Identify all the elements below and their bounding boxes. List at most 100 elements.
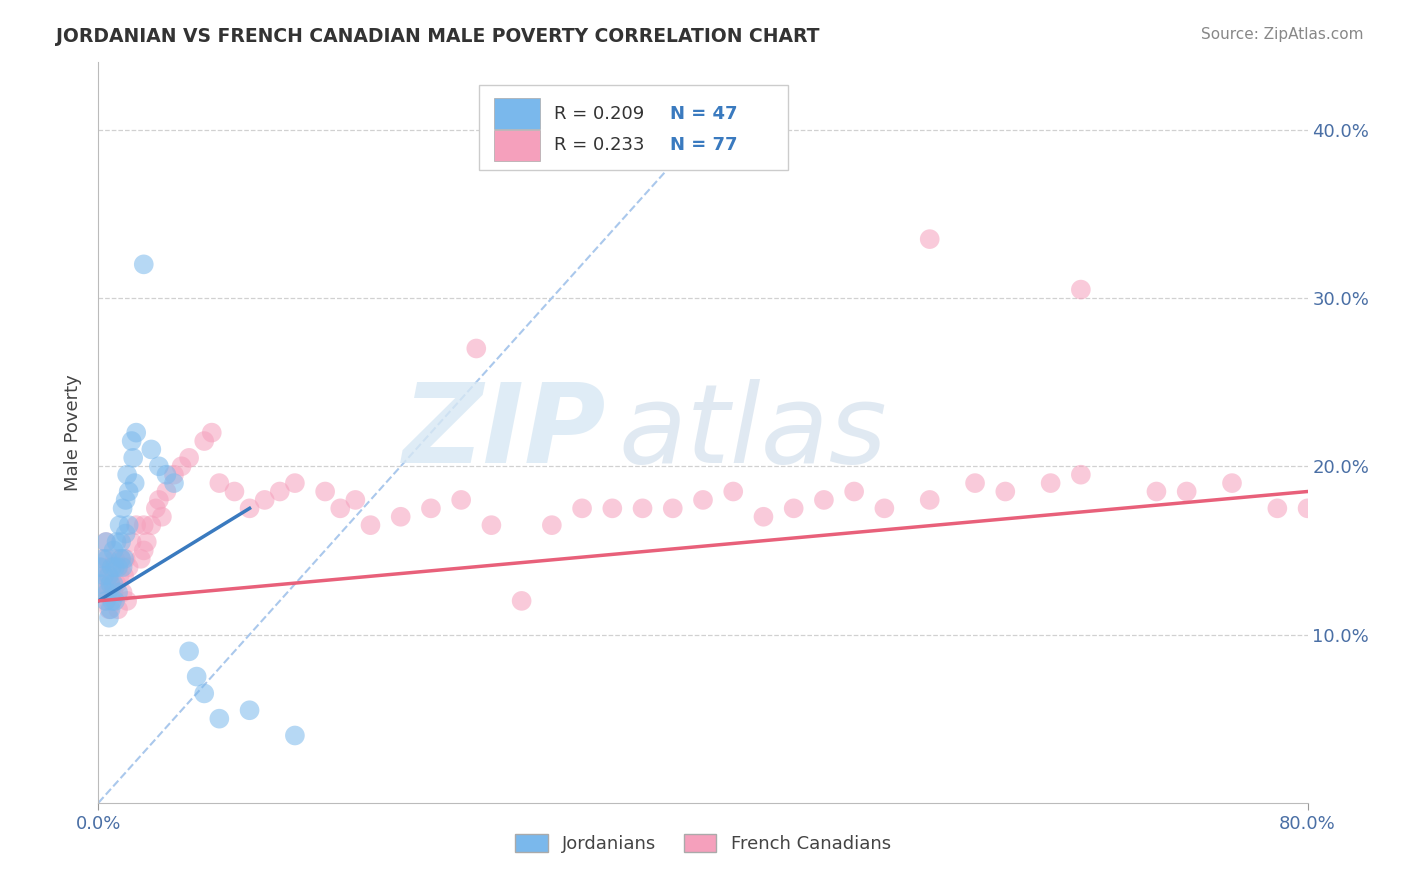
Point [90,577,112,591]
Point [1296,501,1319,516]
Point [1144,484,1167,499]
Point [101,560,124,574]
Point [118,484,141,499]
Point [125,425,148,440]
Point [107,602,129,616]
Point [104,551,127,566]
Point [1039,476,1062,491]
Point [208,712,231,726]
Point [89,560,111,574]
Point [540,518,562,533]
Point [752,509,775,524]
Point [844,484,866,499]
Point [201,425,224,440]
Point [122,450,145,465]
Point [1070,467,1092,482]
Point [873,501,896,516]
Point [155,484,177,499]
Point [108,568,131,582]
Point [96,568,118,582]
Point [105,577,128,591]
Point [110,551,132,566]
Point [918,492,941,507]
Text: ZIP: ZIP [402,379,606,486]
Point [94,594,117,608]
Point [314,484,336,499]
Point [132,518,155,533]
Point [1267,501,1289,516]
Point [118,560,141,574]
Point [98,610,121,624]
Point [112,551,135,566]
Point [100,577,122,591]
Point [193,434,215,448]
Point [115,467,138,482]
Point [148,459,170,474]
Point [115,594,138,608]
Point [107,560,129,574]
Point [93,568,115,582]
Point [141,442,163,457]
Point [465,342,488,356]
Point [329,501,352,516]
Text: R = 0.209: R = 0.209 [554,104,644,122]
Point [101,560,124,574]
Point [94,535,117,549]
Point [389,509,412,524]
Point [114,526,136,541]
Point [145,501,167,516]
Point [179,644,201,658]
Point [1070,283,1092,297]
Point [132,257,155,271]
Point [89,577,111,591]
Point [100,602,122,616]
Point [114,492,136,507]
Text: N = 77: N = 77 [671,136,738,154]
Point [114,551,136,566]
Text: JORDANIAN VS FRENCH CANADIAN MALE POVERTY CORRELATION CHART: JORDANIAN VS FRENCH CANADIAN MALE POVERT… [56,27,820,45]
Point [481,518,503,533]
Point [253,492,276,507]
Point [141,518,163,533]
Point [918,232,941,246]
Point [284,729,307,743]
Point [723,484,745,499]
Point [239,501,262,516]
Point [121,535,143,549]
Point [96,551,118,566]
Point [193,686,215,700]
Point [103,577,125,591]
Point [994,484,1017,499]
Point [186,670,208,684]
Text: Source: ZipAtlas.com: Source: ZipAtlas.com [1201,27,1364,42]
Point [101,594,124,608]
Point [344,492,367,507]
Text: atlas: atlas [619,379,887,486]
Point [103,585,125,599]
Point [163,476,186,491]
Point [150,509,173,524]
Point [110,551,132,566]
Point [129,551,152,566]
Point [103,543,125,558]
Point [360,518,382,533]
Point [112,568,135,582]
Point [692,492,714,507]
Point [148,492,170,507]
Point [98,602,121,616]
Point [783,501,806,516]
Point [93,551,115,566]
Point [91,551,114,566]
Point [100,577,122,591]
Point [98,568,121,582]
Point [224,484,246,499]
FancyBboxPatch shape [479,85,787,169]
Point [96,585,118,599]
Text: N = 47: N = 47 [671,104,738,122]
Point [420,501,443,516]
Point [208,476,231,491]
Point [125,518,148,533]
Point [105,535,128,549]
Point [110,535,132,549]
Point [111,560,134,574]
